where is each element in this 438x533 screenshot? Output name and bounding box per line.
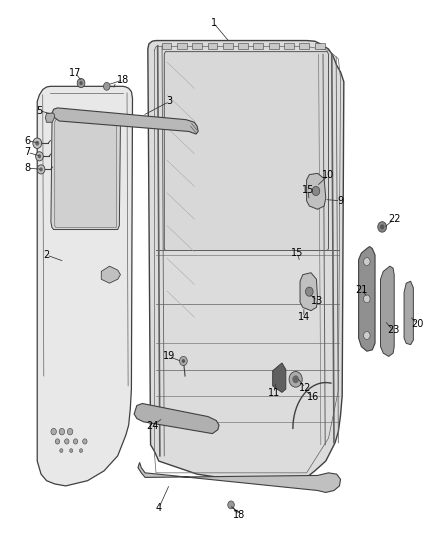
Polygon shape (359, 247, 375, 351)
Bar (300, 43, 309, 49)
Text: 17: 17 (69, 68, 82, 78)
Text: 6: 6 (25, 135, 30, 146)
Text: 21: 21 (355, 285, 367, 295)
Text: 9: 9 (338, 196, 343, 206)
Text: 16: 16 (307, 392, 319, 402)
Circle shape (55, 439, 60, 444)
Text: 20: 20 (411, 319, 424, 329)
Bar (238, 43, 248, 49)
Bar (208, 43, 217, 49)
Circle shape (182, 359, 185, 363)
Bar (162, 43, 171, 49)
Text: 23: 23 (387, 325, 399, 335)
Text: 4: 4 (156, 503, 162, 513)
Bar (192, 43, 202, 49)
Polygon shape (55, 120, 117, 228)
Text: 5: 5 (36, 106, 42, 116)
Bar (254, 43, 263, 49)
Text: 24: 24 (146, 421, 159, 431)
Polygon shape (37, 86, 132, 486)
Circle shape (312, 187, 320, 196)
Circle shape (378, 222, 386, 232)
Text: 7: 7 (24, 148, 31, 157)
Polygon shape (49, 108, 198, 134)
Circle shape (364, 257, 370, 265)
Text: 22: 22 (388, 214, 400, 224)
Text: 14: 14 (298, 312, 310, 322)
Bar (223, 43, 233, 49)
Circle shape (39, 167, 43, 172)
Circle shape (74, 439, 78, 444)
Circle shape (79, 449, 83, 453)
Polygon shape (164, 52, 328, 251)
Text: 10: 10 (322, 170, 335, 180)
Circle shape (293, 375, 299, 383)
Text: 19: 19 (162, 351, 175, 361)
Text: 1: 1 (211, 18, 216, 28)
Bar (269, 43, 279, 49)
Circle shape (180, 357, 187, 366)
Circle shape (364, 295, 370, 303)
Text: 15: 15 (301, 184, 314, 195)
Circle shape (59, 429, 65, 435)
Circle shape (65, 439, 69, 444)
Polygon shape (51, 116, 120, 230)
Circle shape (67, 429, 73, 435)
Circle shape (228, 501, 234, 509)
Circle shape (60, 449, 63, 453)
Circle shape (77, 78, 85, 87)
Polygon shape (381, 266, 394, 357)
Polygon shape (134, 403, 219, 433)
Circle shape (79, 81, 83, 85)
Polygon shape (138, 462, 341, 492)
Bar (315, 43, 325, 49)
Text: 15: 15 (291, 248, 304, 258)
Text: 18: 18 (233, 510, 245, 520)
Circle shape (37, 165, 45, 174)
Bar (177, 43, 187, 49)
Polygon shape (101, 266, 120, 283)
Polygon shape (272, 363, 286, 392)
Polygon shape (404, 281, 413, 345)
Polygon shape (46, 113, 55, 122)
Circle shape (364, 332, 370, 340)
Circle shape (51, 429, 57, 435)
Text: 11: 11 (268, 388, 280, 398)
Circle shape (380, 224, 384, 230)
Polygon shape (148, 41, 344, 481)
Circle shape (103, 83, 110, 90)
Circle shape (83, 439, 87, 444)
Circle shape (305, 287, 313, 296)
Text: 12: 12 (299, 383, 312, 393)
Circle shape (35, 152, 43, 161)
Text: 18: 18 (117, 75, 129, 85)
Text: 3: 3 (167, 96, 173, 107)
Text: 13: 13 (311, 296, 324, 306)
Circle shape (289, 372, 302, 387)
Circle shape (35, 141, 39, 146)
Text: 8: 8 (25, 163, 30, 173)
Polygon shape (307, 173, 326, 209)
Circle shape (70, 449, 73, 453)
Circle shape (38, 154, 41, 158)
Bar (284, 43, 294, 49)
Polygon shape (300, 273, 318, 311)
Circle shape (33, 138, 42, 149)
Text: 2: 2 (43, 250, 49, 260)
